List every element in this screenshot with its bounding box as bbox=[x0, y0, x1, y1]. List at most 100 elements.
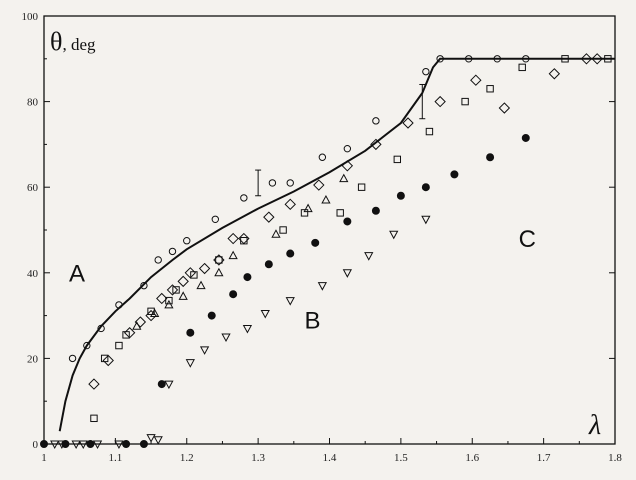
data-point-diamond bbox=[470, 74, 482, 86]
data-point-triangle bbox=[321, 194, 331, 204]
x-tick-label: 1.6 bbox=[465, 452, 479, 464]
data-point-filled-circle bbox=[157, 380, 166, 389]
data-point-filled-circle bbox=[521, 133, 530, 142]
data-point-square bbox=[90, 414, 98, 423]
data-point-circle bbox=[240, 194, 248, 202]
x-tick-label: 1.1 bbox=[109, 452, 123, 464]
data-point-inverted-triangle bbox=[57, 440, 67, 450]
data-point-circle bbox=[211, 215, 220, 224]
data-point-inverted-triangle bbox=[199, 346, 210, 355]
data-point-triangle bbox=[303, 203, 313, 213]
data-point-circle bbox=[168, 247, 177, 256]
data-point-diamond bbox=[284, 198, 296, 211]
y-axis-symbol: θ bbox=[50, 27, 62, 56]
data-point-square bbox=[357, 183, 366, 191]
data-point-filled-circle bbox=[450, 170, 459, 179]
x-tick-label: 1.7 bbox=[537, 452, 551, 464]
data-point-circle bbox=[83, 341, 91, 350]
data-point-inverted-triangle bbox=[146, 434, 156, 443]
data-point-circle bbox=[372, 117, 380, 125]
data-point-diamond bbox=[134, 316, 147, 328]
data-point-inverted-triangle bbox=[285, 297, 295, 306]
data-point-inverted-triangle bbox=[78, 440, 88, 450]
axis-ticks bbox=[43, 15, 616, 445]
data-point-filled-circle bbox=[40, 440, 48, 448]
data-point-circle bbox=[68, 354, 77, 363]
data-point-circle bbox=[140, 281, 148, 290]
data-point-square bbox=[336, 209, 344, 217]
data-point-filled-circle bbox=[286, 249, 295, 258]
data-point-inverted-triangle bbox=[164, 380, 174, 390]
data-point-circle bbox=[154, 256, 162, 264]
data-point-diamond bbox=[198, 262, 211, 275]
data-point-diamond bbox=[313, 179, 325, 191]
data-point-square bbox=[165, 296, 173, 305]
x-tick-label: 1 bbox=[41, 452, 47, 464]
x-tick-label: 1.8 bbox=[608, 452, 622, 464]
x-tick-label: 1.3 bbox=[251, 452, 265, 464]
data-point-filled-circle bbox=[207, 311, 216, 320]
y-tick-label: 20 bbox=[27, 353, 39, 365]
y-tick-label: 40 bbox=[27, 268, 39, 280]
data-point-diamond bbox=[434, 95, 446, 108]
data-point-diamond bbox=[591, 53, 603, 65]
data-point-filled-circle bbox=[371, 206, 380, 215]
data-point-circle bbox=[268, 179, 277, 187]
y-tick-label: 80 bbox=[27, 97, 39, 109]
data-point-square bbox=[190, 271, 198, 279]
x-tick-label: 1.5 bbox=[394, 452, 408, 464]
data-point-diamond bbox=[370, 138, 382, 151]
data-point-circle bbox=[422, 67, 430, 76]
data-point-filled-circle bbox=[421, 183, 430, 192]
region-labels: A B C bbox=[69, 226, 536, 334]
data-point-filled-circle bbox=[186, 328, 195, 337]
data-point-filled-circle bbox=[264, 260, 273, 269]
data-point-circle bbox=[115, 301, 123, 309]
data-point-circle bbox=[522, 55, 530, 63]
data-point-square bbox=[279, 226, 287, 234]
data-points bbox=[40, 53, 612, 450]
data-point-filled-circle bbox=[86, 440, 95, 448]
data-point-square bbox=[461, 97, 469, 106]
region-label-a: A bbox=[69, 260, 85, 287]
data-point-diamond bbox=[227, 232, 239, 245]
data-point-circle bbox=[493, 55, 501, 63]
data-point-diamond bbox=[341, 160, 354, 172]
data-point-filled-circle bbox=[243, 273, 252, 282]
data-point-filled-circle bbox=[139, 440, 148, 448]
data-point-square bbox=[215, 256, 223, 264]
y-tick-label: 60 bbox=[27, 182, 39, 194]
data-point-square bbox=[115, 341, 123, 350]
data-point-inverted-triangle bbox=[50, 440, 60, 450]
data-point-circle bbox=[464, 55, 473, 63]
data-point-inverted-triangle bbox=[260, 309, 270, 319]
data-point-filled-circle bbox=[311, 238, 320, 247]
data-point-inverted-triangle bbox=[421, 215, 431, 225]
data-point-inverted-triangle bbox=[389, 230, 399, 240]
data-point-diamond bbox=[102, 354, 114, 367]
data-point-filled-circle bbox=[486, 153, 495, 162]
data-point-square bbox=[240, 237, 248, 245]
data-point-filled-circle bbox=[122, 440, 131, 448]
x-tick-label: 1.4 bbox=[323, 452, 337, 464]
data-point-inverted-triangle bbox=[317, 282, 328, 291]
theory-curve bbox=[58, 57, 615, 432]
data-point-square bbox=[486, 85, 494, 93]
data-point-inverted-triangle bbox=[221, 333, 231, 343]
error-bars bbox=[255, 83, 426, 197]
data-point-circle bbox=[436, 55, 444, 63]
data-point-triangle bbox=[228, 250, 238, 260]
data-point-square bbox=[393, 155, 402, 164]
data-point-inverted-triangle bbox=[92, 440, 103, 450]
data-point-square bbox=[425, 127, 434, 136]
data-point-circle bbox=[286, 179, 294, 187]
y-axis-title: θ, deg bbox=[50, 27, 96, 56]
data-point-triangle bbox=[271, 229, 281, 238]
data-point-square bbox=[561, 55, 569, 63]
data-point-square bbox=[147, 307, 155, 316]
data-point-diamond bbox=[263, 211, 275, 223]
data-point-diamond bbox=[88, 378, 100, 390]
data-point-triangle bbox=[196, 280, 206, 290]
data-point-diamond bbox=[402, 117, 414, 129]
data-point-triangle bbox=[214, 267, 224, 277]
